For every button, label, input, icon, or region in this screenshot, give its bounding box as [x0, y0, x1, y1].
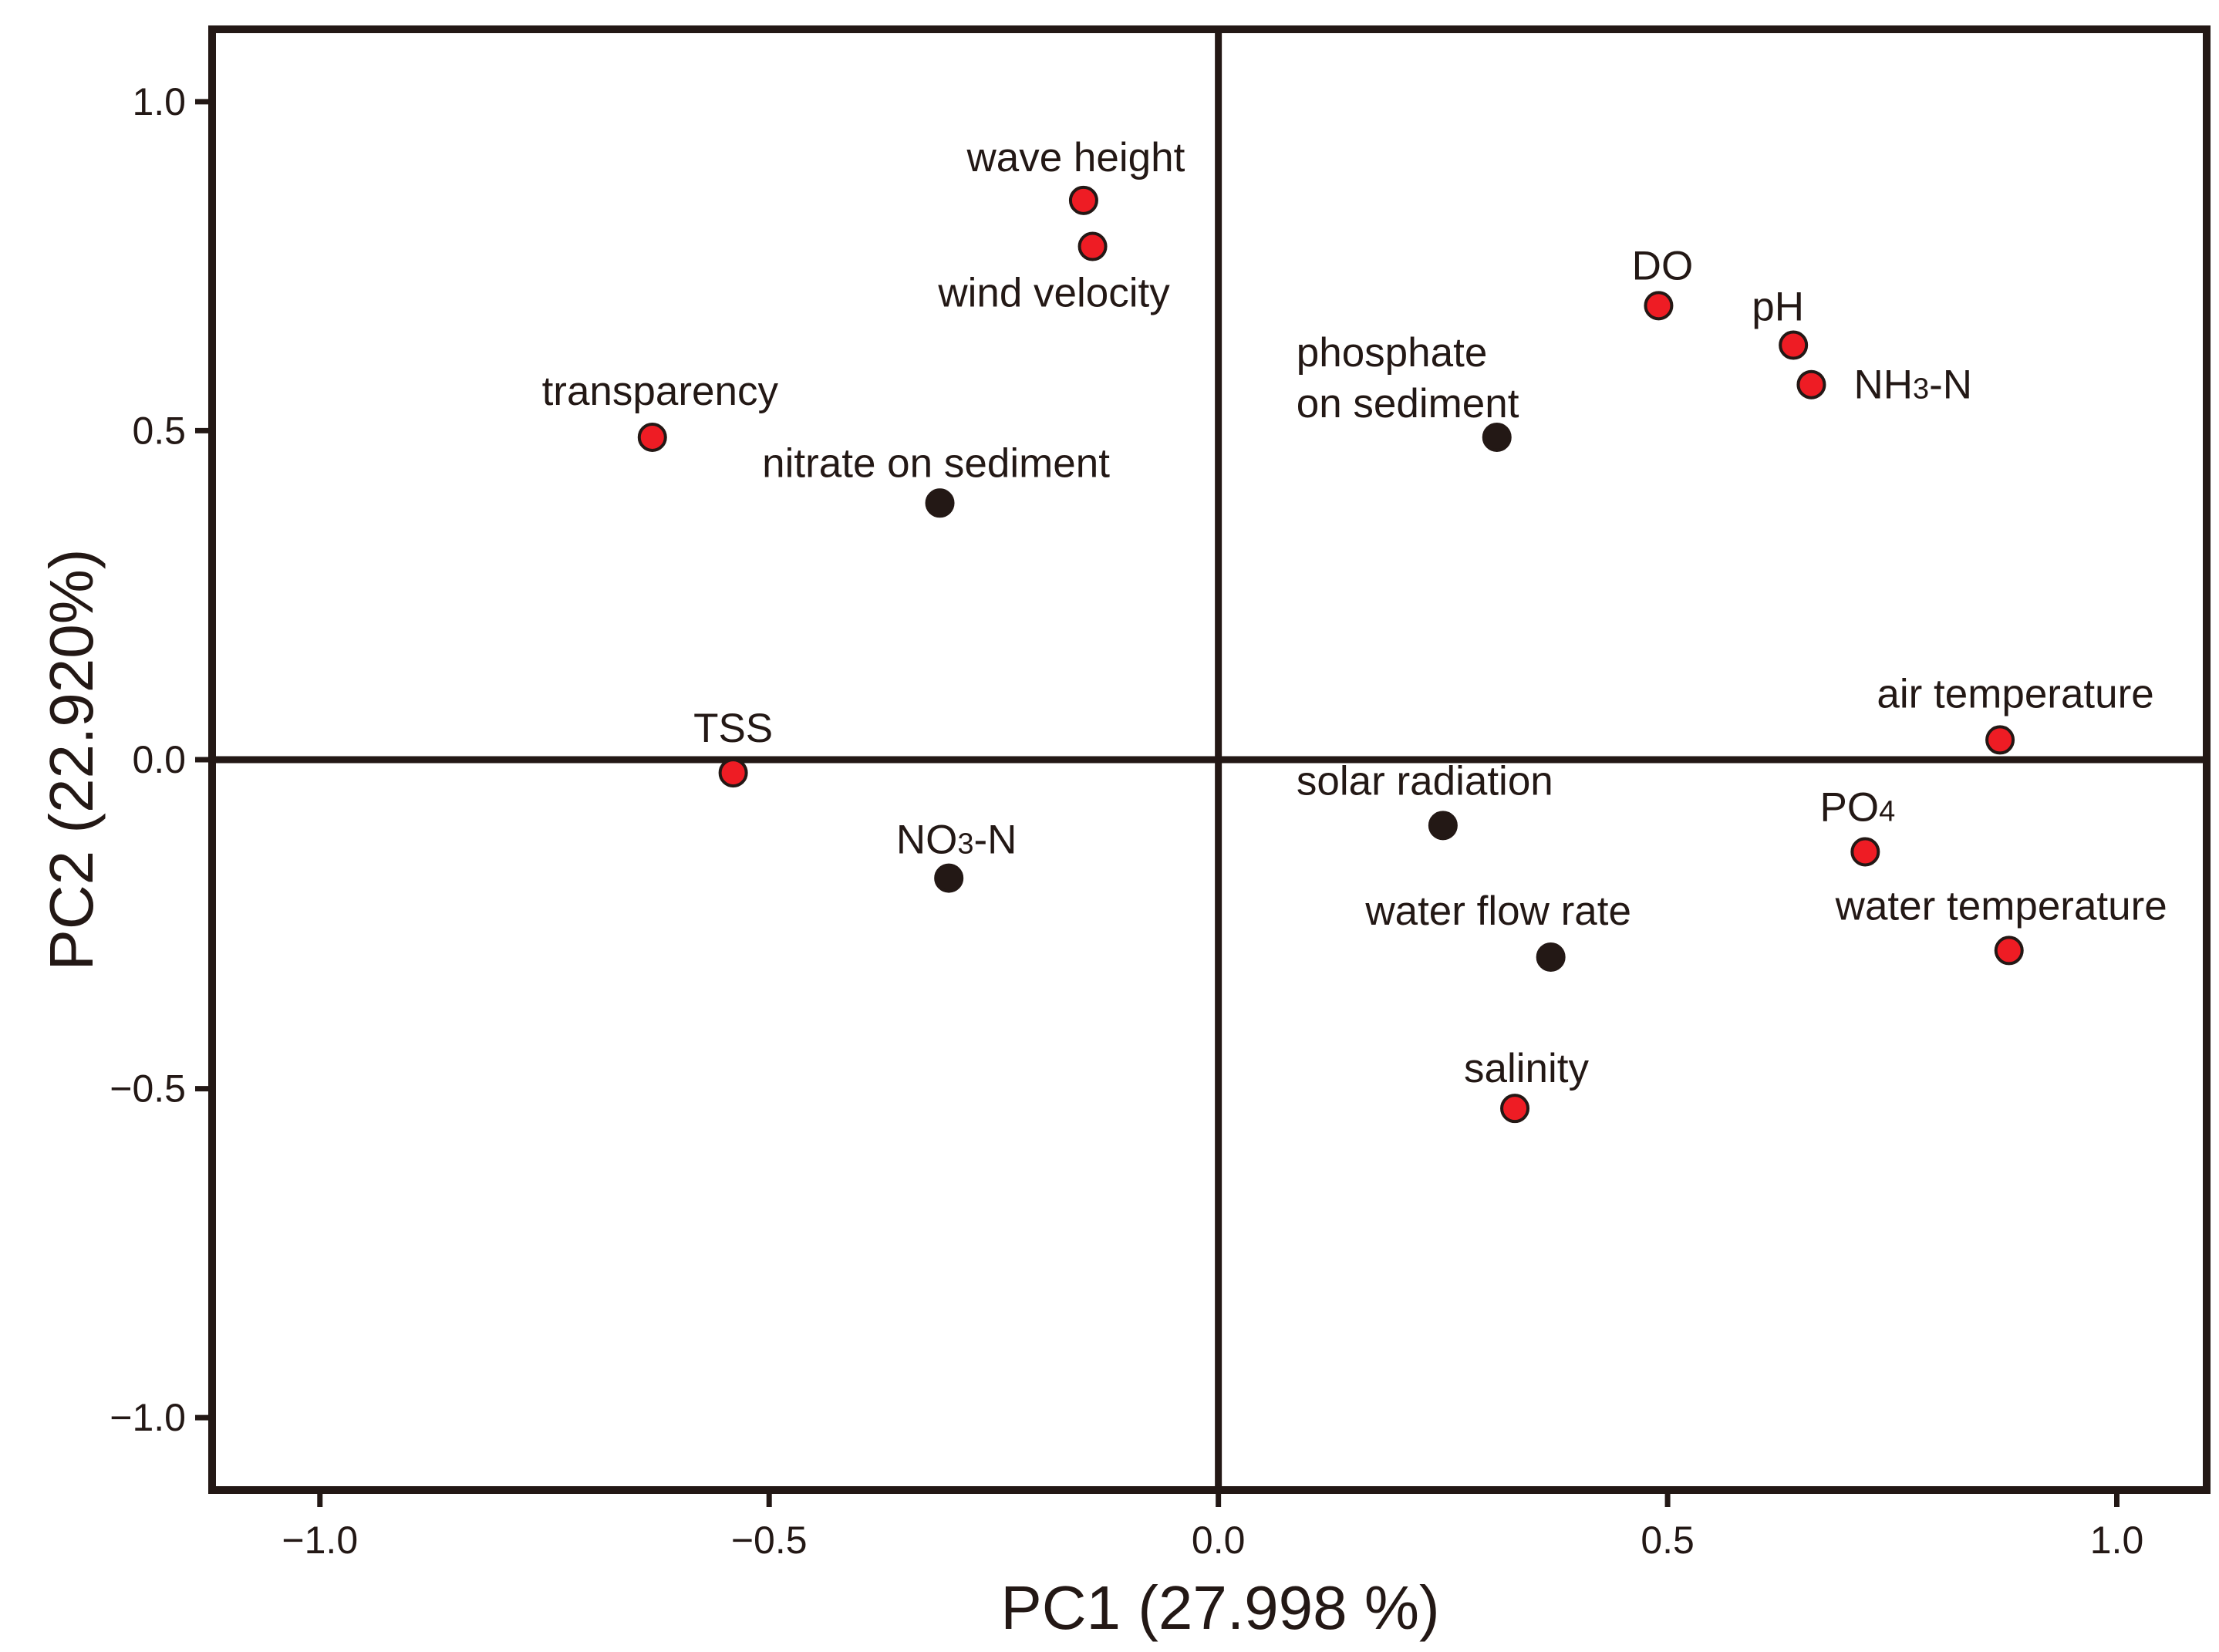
x-tick-label: 0.5	[1641, 1519, 1695, 1562]
x-tick-label: 1.0	[2090, 1519, 2144, 1562]
point-label: pH	[1752, 285, 1804, 330]
x-tick-label: −1.0	[282, 1519, 358, 1562]
y-tick-label: 0.5	[132, 409, 186, 452]
scatter-point	[934, 863, 964, 893]
scatter-point	[1428, 811, 1458, 841]
point-labels-layer: wave height wind velocity transparency nitr…	[542, 135, 2167, 1091]
scatter-point	[718, 758, 748, 788]
scatter-point	[1850, 837, 1880, 867]
point-label: wind velocity	[937, 271, 1170, 316]
scatter-point	[1985, 725, 2015, 755]
point-label: air temperature	[1877, 671, 2153, 716]
x-axis-title: PC1 (27.998 %)	[1000, 1573, 1439, 1642]
x-tick-label: −0.5	[731, 1519, 808, 1562]
point-label: water temperature	[1835, 883, 2167, 929]
y-tick-label: −1.0	[110, 1396, 186, 1439]
point-label: NO3-N	[896, 818, 1017, 863]
point-label: solar radiation	[1297, 758, 1553, 804]
scatter-point	[1796, 369, 1826, 400]
point-label: transparency	[542, 369, 779, 414]
y-tick-label: 1.0	[132, 80, 186, 123]
axes-layer: −1.0 −0.5 0.0 0.5 1.0 −1.0 −0.5 0.0 0.5 1.0	[110, 29, 2207, 1562]
scatter-point	[1077, 231, 1108, 261]
scatter-point	[925, 488, 955, 518]
scatter-point	[1500, 1094, 1530, 1124]
scatter-point	[1068, 185, 1098, 215]
scatter-point	[1482, 422, 1512, 452]
x-tick-label: 0.0	[1192, 1519, 1246, 1562]
scatter-point	[637, 422, 667, 452]
scatter-point	[1994, 936, 2024, 966]
scatter-point	[1779, 330, 1809, 360]
point-label: TSS	[693, 706, 773, 751]
y-tick-label: 0.0	[132, 738, 186, 781]
point-label: wave height	[966, 135, 1185, 180]
point-label: nitrate on sediment	[762, 440, 1110, 486]
point-label: PO4	[1819, 784, 1895, 830]
point-label: water flow rate	[1364, 888, 1631, 934]
point-label: DO	[1632, 243, 1694, 288]
point-label: NH3-N	[1853, 362, 1972, 408]
point-label: salinity	[1464, 1046, 1590, 1091]
y-axis-title: PC2 (22.920%)	[37, 549, 106, 971]
points-layer	[637, 185, 2024, 1124]
point-label: on sediment	[1297, 381, 1519, 426]
point-label: phosphate	[1297, 330, 1488, 376]
scatter-point	[1536, 942, 1566, 972]
y-tick-label: −0.5	[110, 1067, 186, 1111]
scatter-point	[1644, 291, 1674, 321]
